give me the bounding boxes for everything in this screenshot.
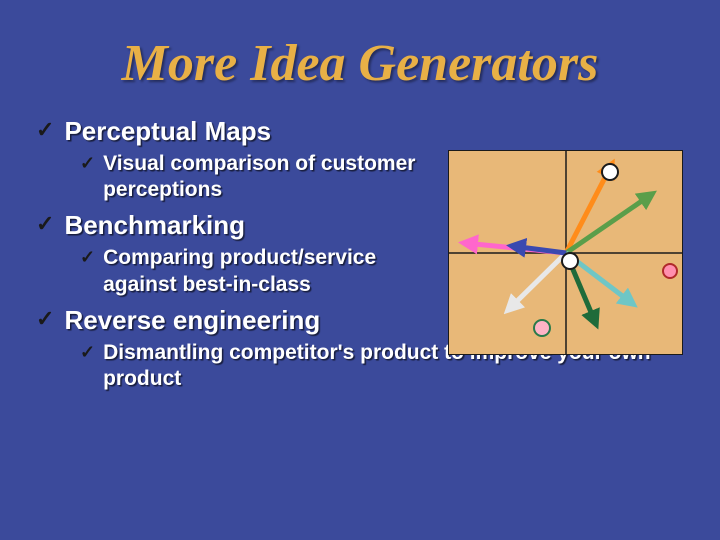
perceptual-map-chart [448, 150, 683, 355]
bullet-label: Reverse engineering [64, 306, 320, 336]
bullet-label: Perceptual Maps [64, 117, 271, 147]
check-icon: ✓ [80, 340, 95, 364]
bullet-perceptual-maps: ✓ Perceptual Maps [36, 117, 700, 147]
subbullet-text: Visual comparison of customer perception… [103, 151, 443, 204]
check-icon: ✓ [80, 245, 95, 269]
subbullet-text: Comparing product/service against best-i… [103, 245, 443, 298]
bullet-label: Benchmarking [64, 211, 245, 241]
check-icon: ✓ [36, 211, 54, 237]
check-icon: ✓ [36, 306, 54, 332]
slide-title: More Idea Generators [0, 0, 720, 111]
check-icon: ✓ [80, 151, 95, 175]
check-icon: ✓ [36, 117, 54, 143]
